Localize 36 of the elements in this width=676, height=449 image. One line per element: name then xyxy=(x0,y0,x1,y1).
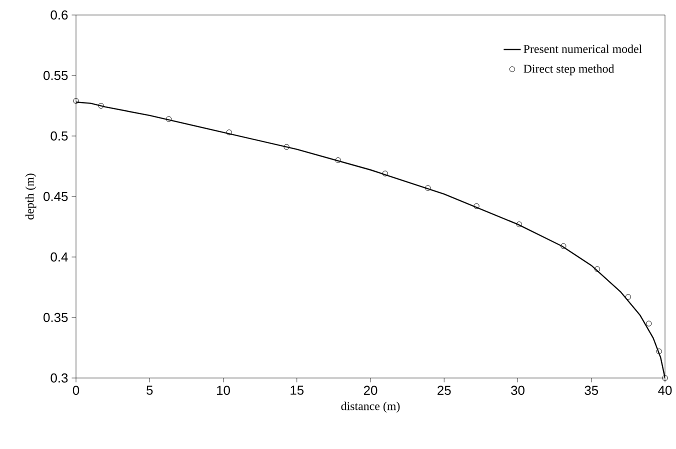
y-tick-label: 0.4 xyxy=(50,252,68,262)
point xyxy=(425,185,431,191)
x-tick-label: 30 xyxy=(511,386,524,395)
point xyxy=(594,266,600,272)
point xyxy=(166,116,172,122)
point xyxy=(625,294,632,300)
x-tick-label: 25 xyxy=(438,386,451,395)
point xyxy=(516,221,522,228)
x-axis-title: distance (m) xyxy=(341,402,400,413)
x-tick-label: 20 xyxy=(364,386,378,395)
x-tick-label: 35 xyxy=(584,386,598,395)
legend-label: Direct step method xyxy=(524,64,614,76)
point xyxy=(335,157,341,164)
point xyxy=(646,320,652,326)
point xyxy=(73,98,79,104)
point xyxy=(382,170,388,176)
point xyxy=(560,243,566,249)
x-tick-label: 10 xyxy=(217,386,230,395)
x-tick-label: 15 xyxy=(290,386,304,395)
y-tick-label: 0.35 xyxy=(44,312,68,322)
y-tick-label: 0.45 xyxy=(44,192,68,202)
y-tick-label: 0.55 xyxy=(44,70,68,80)
x-tick-label: 5 xyxy=(146,386,153,395)
point xyxy=(662,375,668,381)
x-tick-label: 40 xyxy=(658,386,672,395)
point xyxy=(474,203,480,210)
x-tick-label: 0 xyxy=(72,386,80,395)
y-axis-title: depth (m) xyxy=(25,174,36,220)
point xyxy=(656,348,662,354)
y-tick-label: 0.5 xyxy=(50,131,68,141)
legend-label: Present numerical model xyxy=(524,44,642,53)
point xyxy=(98,102,104,109)
point xyxy=(284,144,290,150)
y-tick-label: 0.3 xyxy=(50,373,68,383)
point xyxy=(226,130,232,136)
y-tick-label: 0.6 xyxy=(50,10,68,20)
